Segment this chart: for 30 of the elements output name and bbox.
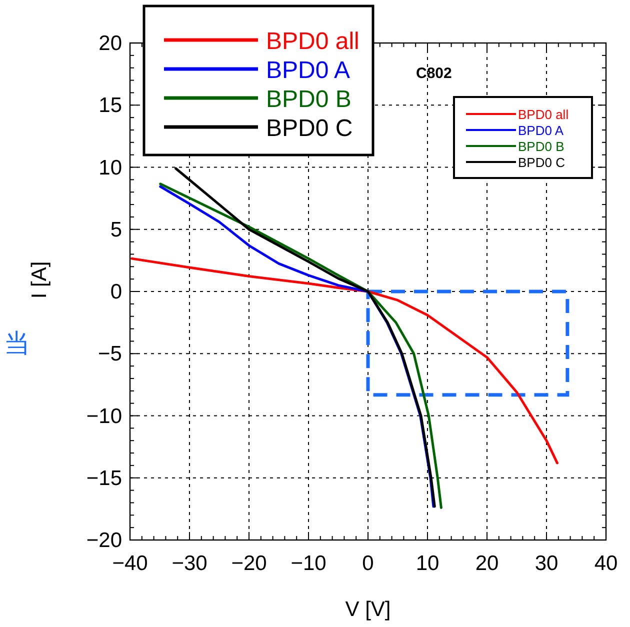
y-tick-label: 15 (98, 94, 122, 118)
y-tick-label: 5 (110, 218, 122, 242)
x-tick-label: −20 (231, 552, 267, 575)
text: BPD0 A (266, 57, 350, 84)
y-tick-label: 10 (98, 156, 122, 180)
text: BPD0 all (266, 28, 360, 55)
x-tick-label: −10 (290, 552, 326, 575)
y-tick-label: −5 (98, 342, 122, 366)
x-tick-label: −40 (112, 552, 148, 575)
y-tick-label: −10 (86, 404, 122, 428)
x-tick-label: 20 (475, 552, 499, 575)
text: BPD0 C (518, 155, 565, 170)
y-axis-title: I [A] (28, 261, 51, 299)
y-tick-label: −15 (86, 466, 122, 490)
legend-label: BPD0 C (266, 115, 353, 142)
x-tick-label: 30 (534, 552, 558, 575)
x-tick-label: 40 (594, 552, 618, 575)
text: 当 (4, 328, 30, 358)
text: BPD0 B (518, 139, 564, 154)
legend-label: BPD0 all (518, 107, 569, 122)
y-tick-label: 20 (98, 32, 122, 55)
annotation: C802 (416, 65, 452, 82)
x-tick-label: −30 (172, 552, 208, 575)
x-axis-title: V [V] (345, 598, 391, 621)
x-tick-label: 0 (362, 552, 374, 575)
y-tick-label: 0 (110, 280, 122, 304)
y-tick-label: −20 (86, 529, 122, 552)
legend-label: BPD0 A (518, 123, 564, 138)
legend-label: BPD0 B (266, 86, 352, 113)
x-tick-label: 10 (416, 552, 440, 575)
